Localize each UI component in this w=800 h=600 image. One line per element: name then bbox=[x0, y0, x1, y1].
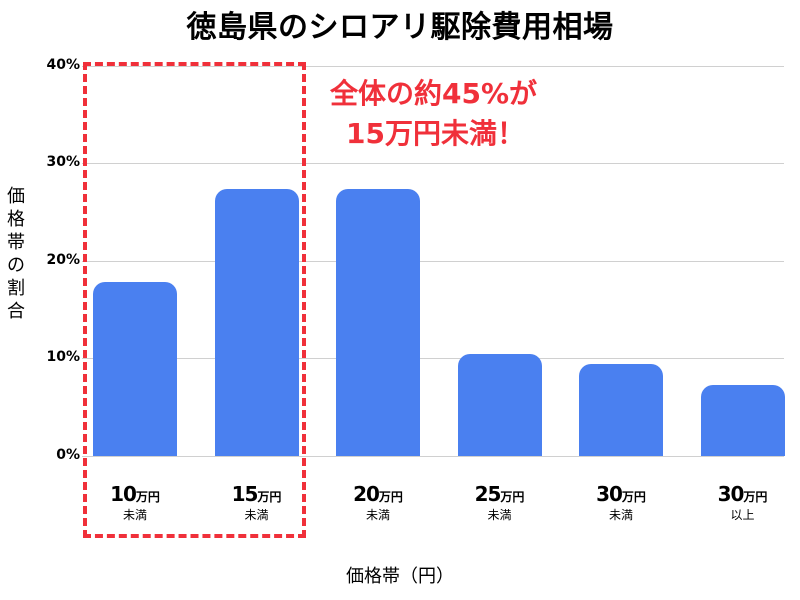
gridline-10 bbox=[82, 358, 784, 359]
x-tick-qualifier: 未満 bbox=[122, 508, 147, 522]
bar bbox=[336, 189, 420, 456]
x-tick-unit: 万円 bbox=[743, 490, 768, 504]
y-axis-label: 価格帯の割合 bbox=[7, 186, 25, 322]
bar bbox=[457, 354, 542, 456]
x-tick-unit: 万円 bbox=[621, 490, 646, 504]
x-tick-label: 20万円未満 bbox=[318, 482, 438, 523]
callout-line-2: 15万円未満！ bbox=[346, 117, 525, 150]
x-tick-unit: 万円 bbox=[135, 490, 160, 504]
bar bbox=[700, 385, 785, 456]
y-tick-40: 40% bbox=[46, 57, 80, 73]
gridline-30 bbox=[82, 163, 784, 164]
x-tick-unit: 万円 bbox=[500, 490, 525, 504]
y-tick-0: 0% bbox=[56, 447, 80, 463]
x-tick-qualifier: 未満 bbox=[487, 508, 512, 522]
bar bbox=[579, 364, 663, 456]
x-tick-number: 20 bbox=[353, 482, 380, 506]
x-tick-qualifier: 未満 bbox=[365, 508, 390, 522]
gridline-40 bbox=[82, 66, 784, 67]
x-tick-number: 25 bbox=[474, 482, 502, 506]
gridline-20 bbox=[82, 261, 784, 262]
x-tick-label: 30万円未満 bbox=[561, 482, 681, 523]
x-tick-qualifier: 未満 bbox=[608, 508, 633, 522]
x-tick-label: 10万円未満 bbox=[75, 482, 195, 523]
bar bbox=[93, 282, 177, 456]
bar bbox=[214, 189, 299, 456]
x-tick-label: 25万円未満 bbox=[440, 482, 560, 523]
x-tick-number: 30 bbox=[596, 482, 623, 506]
y-tick-20: 20% bbox=[46, 252, 80, 268]
x-tick-unit: 万円 bbox=[378, 490, 403, 504]
x-tick-qualifier: 未満 bbox=[244, 508, 269, 522]
x-tick-label: 30万円以上 bbox=[683, 482, 800, 523]
callout-line-1: 全体の約45%が bbox=[330, 77, 538, 110]
x-axis-label: 価格帯（円） bbox=[346, 566, 454, 587]
y-tick-10: 10% bbox=[46, 349, 80, 365]
callout-annotation: 全体の約45%が 15万円未満！ bbox=[330, 74, 537, 154]
x-tick-number: 30 bbox=[717, 482, 745, 506]
x-tick-unit: 万円 bbox=[257, 490, 282, 504]
x-tick-label: 15万円未満 bbox=[197, 482, 317, 523]
chart-title: 徳島県のシロアリ駆除費用相場 bbox=[186, 10, 614, 45]
x-tick-number: 10 bbox=[110, 482, 137, 506]
x-tick-number: 15 bbox=[231, 482, 259, 506]
y-tick-30: 30% bbox=[46, 154, 80, 170]
x-tick-qualifier: 以上 bbox=[730, 508, 755, 522]
gridline-0 bbox=[82, 456, 784, 457]
highlight-box bbox=[83, 62, 306, 538]
